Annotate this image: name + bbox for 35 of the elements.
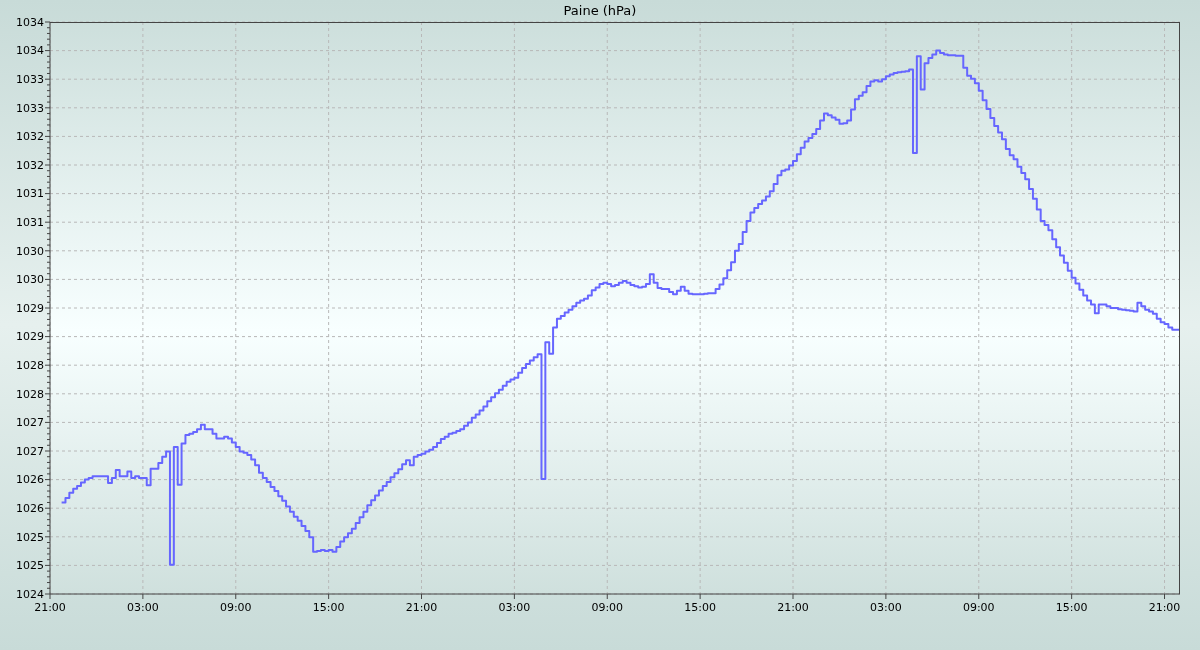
y-tick-label: 1026 — [16, 473, 44, 487]
y-tick-label: 1031 — [16, 187, 44, 201]
y-tick-label: 1030 — [16, 273, 44, 287]
y-tick-label: 1024 — [16, 587, 44, 601]
x-tick-label: 21:00 — [34, 601, 66, 614]
y-tick-label: 1034 — [16, 15, 44, 29]
y-tick-label: 1027 — [16, 416, 44, 430]
x-tick-label: 03:00 — [127, 601, 159, 614]
y-tick-label: 1029 — [16, 301, 44, 315]
x-tick-label: 15:00 — [312, 601, 345, 614]
x-tick-label: 21:00 — [1148, 601, 1181, 614]
y-tick-label: 1034 — [16, 44, 44, 58]
chart-title: Paine (hPa) — [563, 3, 637, 18]
y-tick-label: 1025 — [16, 530, 44, 544]
y-tick-label: 1025 — [16, 559, 44, 573]
y-tick-label: 1027 — [16, 444, 44, 458]
y-tick-label: 1033 — [16, 101, 44, 115]
y-tick-label: 1032 — [16, 130, 44, 144]
x-tick-label: 09:00 — [591, 601, 624, 614]
x-tick-label: 09:00 — [962, 601, 995, 614]
x-tick-label: 21:00 — [405, 601, 438, 614]
y-tick-label: 1033 — [16, 73, 44, 87]
y-tick-label: 1028 — [16, 359, 44, 373]
y-tick-label: 1030 — [16, 244, 44, 258]
y-tick-label: 1032 — [16, 158, 44, 172]
y-tick-label: 1029 — [16, 330, 44, 344]
x-tick-label: 09:00 — [219, 601, 252, 614]
x-tick-label: 15:00 — [1055, 601, 1088, 614]
y-tick-label: 1026 — [16, 502, 44, 516]
x-tick-label: 03:00 — [498, 601, 531, 614]
x-tick-label: 03:00 — [870, 601, 902, 614]
x-tick-label: 15:00 — [684, 601, 716, 614]
y-tick-label: 1028 — [16, 387, 44, 401]
x-tick-label: 21:00 — [777, 601, 809, 614]
y-tick-label: 1031 — [16, 216, 44, 230]
